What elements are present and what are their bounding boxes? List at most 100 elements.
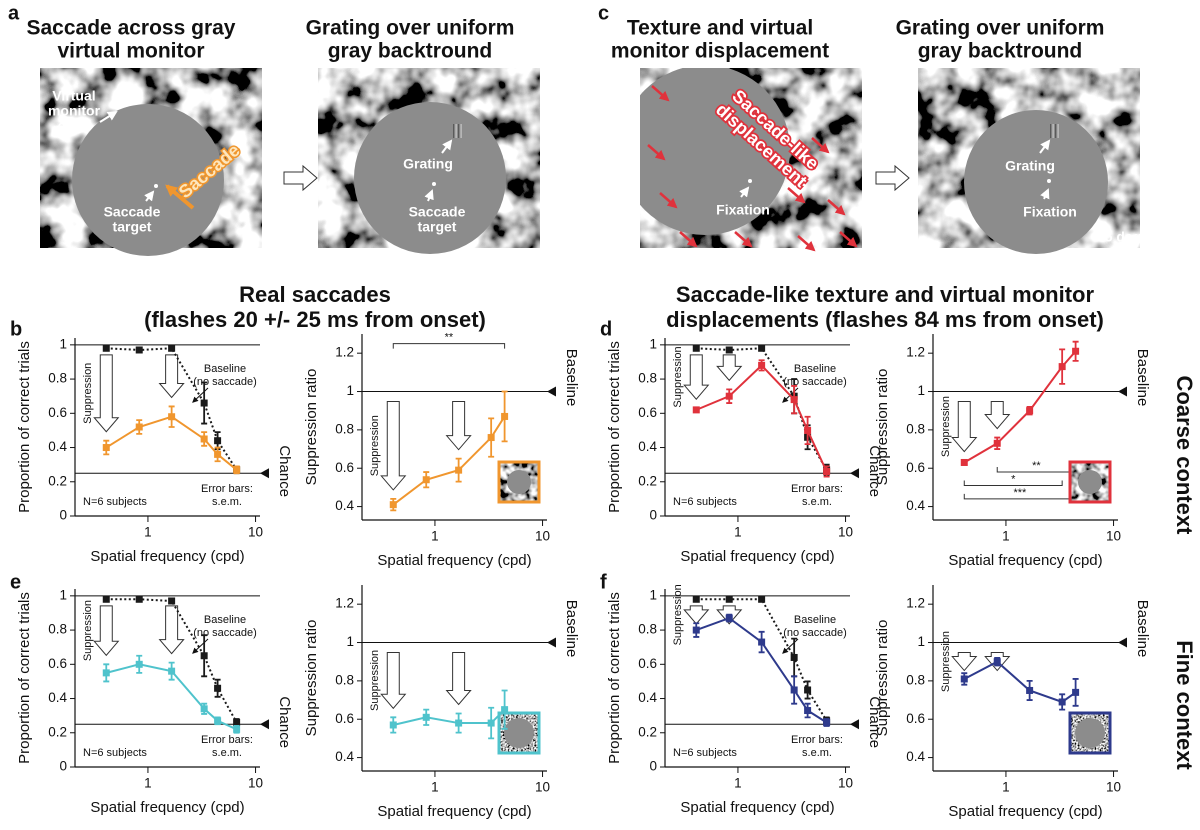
reference-label: Baseline xyxy=(1134,349,1151,407)
pointer-arrow xyxy=(192,638,209,654)
image-label: target xyxy=(113,219,152,235)
grating xyxy=(453,124,455,138)
data-point xyxy=(790,653,798,661)
data-point xyxy=(501,706,509,714)
suppression-arrow xyxy=(951,401,978,453)
data-point xyxy=(233,719,241,726)
y-axis-label: Proportion of correct trials xyxy=(16,341,33,513)
panel-label: c xyxy=(598,2,609,24)
y-tick-label: 0.2 xyxy=(48,473,67,488)
row-label: Coarse context xyxy=(1172,376,1197,536)
data-point xyxy=(422,713,430,721)
significance-bracket xyxy=(963,480,1063,486)
error-bar-note: Error bars: xyxy=(201,734,253,746)
x-axis-label: Spatial frequency (cpd) xyxy=(377,552,531,569)
x-tick-label: 10 xyxy=(1106,780,1121,795)
data-point xyxy=(200,705,208,713)
suppression-label: Suppression xyxy=(82,600,94,661)
reference-marker xyxy=(260,468,269,479)
suppression-arrow xyxy=(380,401,407,491)
data-point xyxy=(1026,686,1034,694)
x-tick-label: 10 xyxy=(838,525,853,540)
series-line xyxy=(696,598,828,722)
y-tick-label: 0.4 xyxy=(48,439,67,454)
inset-monitor xyxy=(1075,718,1105,748)
panel-label: a xyxy=(8,2,20,24)
suppression-arrow xyxy=(951,652,978,672)
x-tick-label: 1 xyxy=(734,776,742,791)
pointer-arrow xyxy=(787,187,806,204)
reference-marker xyxy=(1118,386,1127,397)
error-bar-note: Error bars: xyxy=(201,483,253,495)
inset-monitor xyxy=(507,470,531,494)
y-tick-label: 1 xyxy=(59,587,67,602)
data-point xyxy=(758,361,766,369)
x-axis-label: Spatial frequency (cpd) xyxy=(90,799,244,816)
pointer-arrow xyxy=(424,189,434,202)
data-point xyxy=(725,346,733,354)
pointer-arrow xyxy=(441,139,453,154)
grating xyxy=(1055,124,1057,138)
y-tick-label: 0.8 xyxy=(638,371,657,386)
image-title: Grating over uniform xyxy=(896,17,1105,40)
suppression-arrow xyxy=(445,652,472,706)
y-tick-label: 0 xyxy=(649,759,657,774)
pointer-arrow xyxy=(827,199,846,216)
baseline-label: Baseline xyxy=(794,614,836,626)
data-point xyxy=(790,396,798,404)
pointer-arrow xyxy=(192,387,209,403)
image-label: Virtual xyxy=(52,88,95,104)
y-tick-label: 0.2 xyxy=(638,473,657,488)
data-point xyxy=(168,597,176,605)
image-label: target xyxy=(418,219,457,235)
grating xyxy=(1050,124,1052,138)
image-label: Grating xyxy=(403,156,453,172)
data-point xyxy=(804,426,812,434)
image-title: gray backtround xyxy=(328,40,493,63)
y-tick-label: 1 xyxy=(917,383,925,398)
reference-label: Chance xyxy=(866,696,883,748)
y-tick-label: 0.6 xyxy=(48,405,67,420)
data-point xyxy=(692,626,700,634)
data-point xyxy=(102,669,110,677)
reference-label: Chance xyxy=(866,445,883,497)
pointer-arrow xyxy=(144,190,155,202)
y-tick-label: 0 xyxy=(649,508,657,523)
data-point xyxy=(804,686,812,694)
n-label: N=6 subjects xyxy=(83,747,147,759)
scale-label: 5 deg xyxy=(1105,229,1142,245)
virtual-monitor xyxy=(640,68,790,235)
baseline-label: (no saccade) xyxy=(193,627,257,639)
pointer-arrow xyxy=(659,192,678,209)
pointer-arrow xyxy=(797,235,816,252)
error-bar-note: s.e.m. xyxy=(802,747,832,759)
data-point xyxy=(168,667,176,675)
image-title: Saccade across gray xyxy=(27,17,236,40)
y-tick-label: 0 xyxy=(59,508,67,523)
suppression-label: Suppression xyxy=(369,415,381,476)
image-title: Texture and virtual xyxy=(627,17,813,40)
error-bar-note: Error bars: xyxy=(791,734,843,746)
data-point xyxy=(993,439,1001,447)
y-tick-label: 0.6 xyxy=(906,460,925,475)
baseline-label: Baseline xyxy=(794,363,836,375)
image-title: virtual monitor xyxy=(57,40,204,63)
data-point xyxy=(804,707,812,715)
image-title: Grating over uniform xyxy=(306,17,515,40)
section-title: Saccade-like texture and virtual monitor xyxy=(676,282,1095,307)
reference-label: Baseline xyxy=(1134,600,1151,658)
y-tick-label: 0.6 xyxy=(638,656,657,671)
reference-marker xyxy=(547,637,556,648)
section-title: (flashes 20 +/- 25 ms from onset) xyxy=(144,307,486,332)
data-point xyxy=(1072,347,1080,355)
series-line xyxy=(106,347,238,471)
x-tick-label: 1 xyxy=(144,776,152,791)
transition-arrow xyxy=(283,164,318,192)
series-line xyxy=(963,660,1077,704)
y-tick-label: 1 xyxy=(649,587,657,602)
y-tick-label: 0.6 xyxy=(906,711,925,726)
error-bar-note: s.e.m. xyxy=(212,496,242,508)
y-tick-label: 0.2 xyxy=(638,724,657,739)
data-point xyxy=(389,501,397,509)
y-axis-label: Suppression ratio xyxy=(303,620,320,737)
